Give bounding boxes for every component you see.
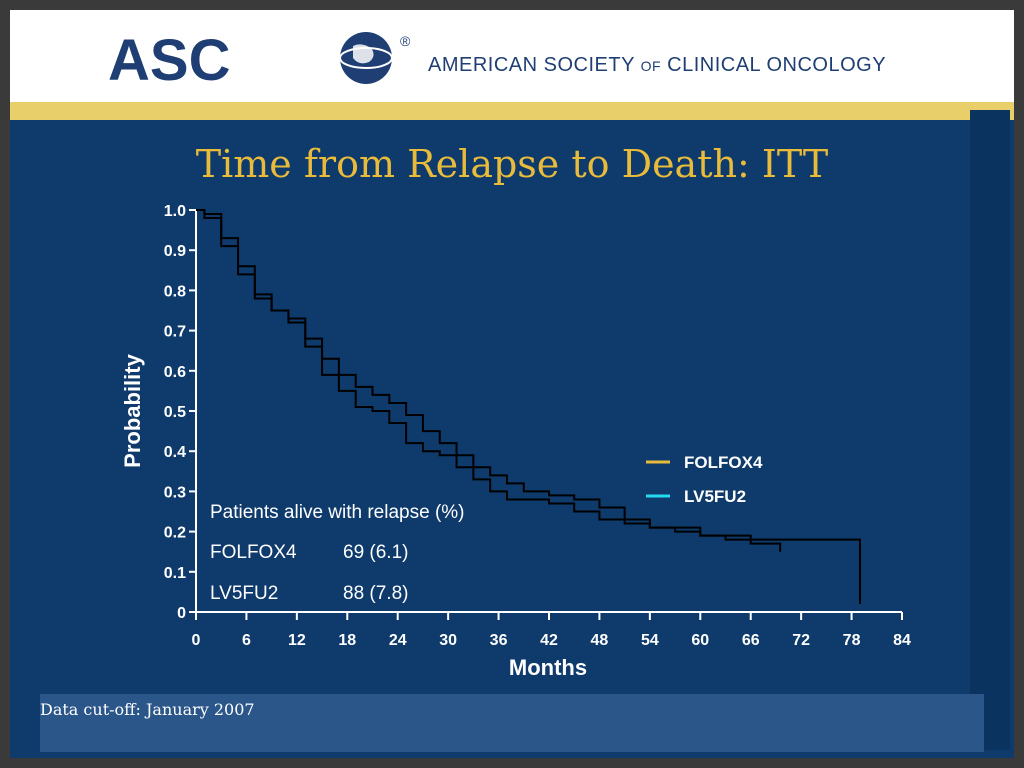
y-tick-label: 0.8 [164,283,186,300]
x-tick-label: 42 [540,632,558,649]
y-tick-label: 0.4 [164,444,186,461]
asco-logo: ASC ® [108,30,411,90]
x-tick-label: 60 [691,632,709,649]
legend-label-lv5fu2: LV5FU2 [684,487,746,506]
x-tick-label: 6 [242,632,251,649]
logo-wordmark: ASC [108,30,230,90]
y-axis-title: Probability [120,353,145,467]
gold-divider [10,102,1014,120]
footer-note: Data cut-off: January 2007 [40,700,255,719]
annotation-arm: FOLFOX4 [210,542,297,563]
x-axis-title: Months [509,655,587,680]
footer-band [40,694,984,752]
header-banner: ASC ® AMERICAN SOCIETY OF CLINICAL ONCOL… [10,10,1014,102]
x-tick-label: 0 [192,632,201,649]
chart-axes [189,209,903,620]
chart-curves [196,209,861,604]
organization-name: AMERICAN SOCIETY OF CLINICAL ONCOLOGY [428,54,886,77]
globe-icon [339,32,393,84]
x-tick-label: 66 [742,632,760,649]
decorative-band [970,110,1010,750]
x-tick-label: 84 [893,632,911,649]
y-tick-label: 0.7 [164,324,186,341]
y-tick-label: 0 [177,605,186,622]
annotation-value: 88 (7.8) [343,583,408,604]
annotation-arm: LV5FU2 [210,583,278,604]
y-tick-label: 0.5 [164,404,186,421]
y-tick-label: 0.1 [164,565,186,582]
y-tick-label: 0.6 [164,364,186,381]
x-tick-label: 72 [792,632,810,649]
registered-mark: ® [400,33,411,49]
org-name-part1: AMERICAN SOCIETY [428,54,641,76]
org-name-of: OF [640,58,662,74]
x-tick-label: 18 [338,632,356,649]
y-tick-label: 0.2 [164,525,186,542]
x-tick-label: 54 [641,632,659,649]
slide: ASC ® AMERICAN SOCIETY OF CLINICAL ONCOL… [10,10,1014,758]
org-name-part2: CLINICAL ONCOLOGY [661,54,887,76]
y-tick-label: 1.0 [164,203,186,220]
km-curve-lv5fu2 [196,209,861,604]
annotation-heading: Patients alive with relapse (%) [210,502,465,523]
chart-labels: 0 0.1 0.2 0.3 0.4 0.5 0.6 0.7 0.8 0.9 1.0 0 6 12 18 24 3… [120,203,911,680]
legend-label-folfox4: FOLFOX4 [684,453,763,472]
slide-title: Time from Relapse to Death: ITT [195,142,829,186]
annotation-value: 69 (6.1) [343,542,408,563]
x-tick-label: 12 [288,632,306,649]
x-tick-label: 78 [843,632,861,649]
y-tick-label: 0.9 [164,243,186,260]
y-tick-label: 0.3 [164,484,186,501]
x-tick-label: 24 [389,632,407,649]
x-tick-label: 36 [490,632,508,649]
x-tick-label: 30 [439,632,457,649]
x-tick-label: 48 [591,632,609,649]
